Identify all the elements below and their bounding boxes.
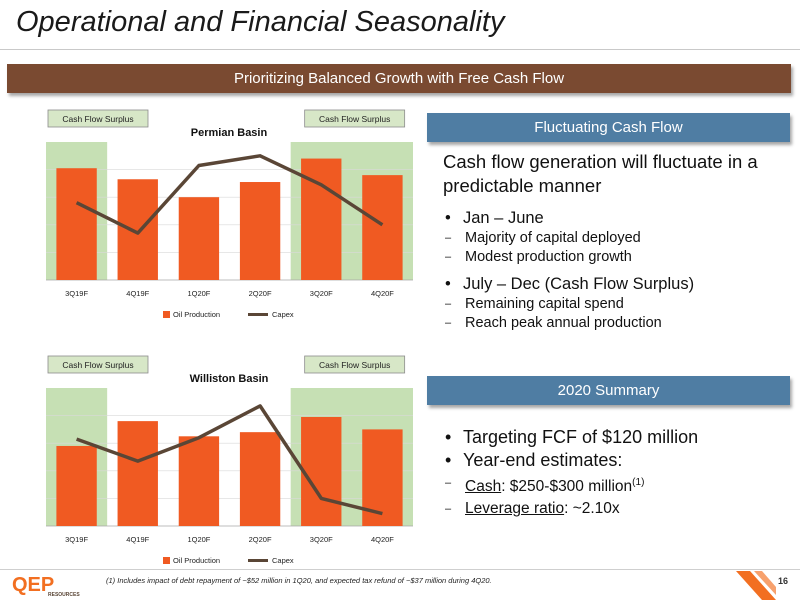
logo-text: QEP bbox=[12, 574, 54, 596]
cash-flow-surplus-tag bbox=[304, 109, 406, 128]
capex-line bbox=[75, 154, 384, 235]
page-title: Operational and Financial Seasonality bbox=[16, 6, 505, 38]
sub-bullet-leverage: Leverage ratio: ~2.10x bbox=[445, 498, 698, 520]
cash-flow-surplus-tag-label: Cash Flow Surplus bbox=[62, 114, 133, 124]
x-tick-label: 4Q20F bbox=[371, 289, 394, 298]
chart-title: Williston Basin bbox=[190, 373, 269, 385]
x-tick-label: 2Q20F bbox=[249, 535, 272, 544]
x-tick-label: 4Q19F bbox=[126, 535, 149, 544]
legend-label-oil: Oil Production bbox=[173, 556, 220, 565]
qep-logo: QEP RESOURCES bbox=[12, 574, 80, 598]
summary-bullets: Targeting FCF of $120 million Year-end e… bbox=[443, 426, 698, 520]
x-tick-label: 1Q20F bbox=[187, 535, 210, 544]
fluctuating-cash-flow-header: Fluctuating Cash Flow bbox=[427, 113, 790, 142]
oil-production-bar bbox=[117, 179, 158, 280]
cash-flow-surplus-tag-label: Cash Flow Surplus bbox=[319, 114, 390, 124]
logo-subtext: RESOURCES bbox=[48, 592, 80, 598]
oil-production-bar bbox=[362, 175, 403, 280]
cash-flow-surplus-tag bbox=[304, 355, 406, 374]
year-end-sub-bullets: Cash: $250-$300 million(1) Leverage rati… bbox=[445, 472, 698, 520]
page-number: 16 bbox=[778, 576, 789, 586]
bullet-year-end: Year-end estimates: bbox=[443, 449, 698, 472]
cash-flow-surplus-tag bbox=[47, 109, 149, 128]
x-tick-label: 3Q19F bbox=[65, 535, 88, 544]
summary-header: 2020 Summary bbox=[427, 376, 790, 405]
seasonality-bullets: Jan – June Majority of capital deployed … bbox=[443, 207, 694, 339]
x-tick-label: 4Q19F bbox=[126, 289, 149, 298]
x-tick-label: 2Q20F bbox=[249, 289, 272, 298]
bullet-fcf: Targeting FCF of $120 million bbox=[443, 426, 698, 449]
legend-label-capex: Capex bbox=[272, 556, 294, 565]
x-tick-label: 3Q19F bbox=[65, 289, 88, 298]
x-tick-label: 4Q20F bbox=[371, 535, 394, 544]
lead-text: Cash flow generation will fluctuate in a… bbox=[443, 151, 758, 196]
footnote: (1) Includes impact of debt repayment of… bbox=[106, 576, 492, 585]
oil-production-bar bbox=[56, 168, 97, 280]
oil-production-bar bbox=[301, 416, 342, 526]
x-tick-label: 3Q20F bbox=[310, 535, 333, 544]
sub-bullet: Majority of capital deployed bbox=[445, 229, 694, 248]
oil-production-bar bbox=[239, 182, 281, 280]
permian-chart-svg: Cash Flow Surplus Cash Flow Surplus Permia… bbox=[46, 109, 413, 319]
cash-flow-surplus-tag bbox=[47, 355, 149, 374]
oil-production-bar bbox=[178, 436, 220, 526]
oil-production-bar bbox=[239, 432, 281, 526]
oil-production-bar bbox=[117, 421, 158, 526]
oil-production-bar bbox=[178, 197, 220, 280]
chevron-decoration-icon bbox=[736, 571, 776, 600]
title-divider bbox=[0, 49, 800, 50]
bullet-july-dec: July – Dec (Cash Flow Surplus) bbox=[443, 273, 694, 295]
sub-bullet: Remaining capital spend bbox=[445, 295, 694, 314]
cash-flow-surplus-tag-label: Cash Flow Surplus bbox=[319, 360, 390, 370]
x-tick-label: 1Q20F bbox=[187, 289, 210, 298]
sub-bullet: Modest production growth bbox=[445, 248, 694, 267]
chart-title: Permian Basin bbox=[191, 127, 268, 139]
cash-flow-surplus-tag-label: Cash Flow Surplus bbox=[62, 360, 133, 370]
sub-bullets-july-dec: Remaining capital spend Reach peak annua… bbox=[445, 295, 694, 333]
footer-divider bbox=[0, 569, 800, 570]
williston-chart-svg: Cash Flow Surplus Cash Flow Surplus Willis… bbox=[46, 355, 413, 565]
sub-bullet-cash: Cash: $250-$300 million(1) bbox=[445, 472, 698, 498]
sub-bullet: Reach peak annual production bbox=[445, 314, 694, 333]
legend-label-capex: Capex bbox=[272, 310, 294, 319]
bullet-jan-june: Jan – June bbox=[443, 207, 694, 229]
subtitle-banner: Prioritizing Balanced Growth with Free C… bbox=[7, 64, 791, 93]
capex-line bbox=[76, 404, 383, 516]
oil-production-bar bbox=[56, 445, 97, 526]
x-tick-label: 3Q20F bbox=[310, 289, 333, 298]
williston-chart: Cash Flow Surplus Cash Flow Surplus Willis… bbox=[46, 354, 413, 570]
legend-label-oil: Oil Production bbox=[173, 310, 220, 319]
legend-swatch-oil bbox=[163, 557, 170, 564]
legend-swatch-oil bbox=[163, 311, 170, 318]
permian-chart: Cash Flow Surplus Cash Flow Surplus Permia… bbox=[46, 108, 413, 328]
sub-bullets-jan-june: Majority of capital deployed Modest prod… bbox=[445, 229, 694, 267]
